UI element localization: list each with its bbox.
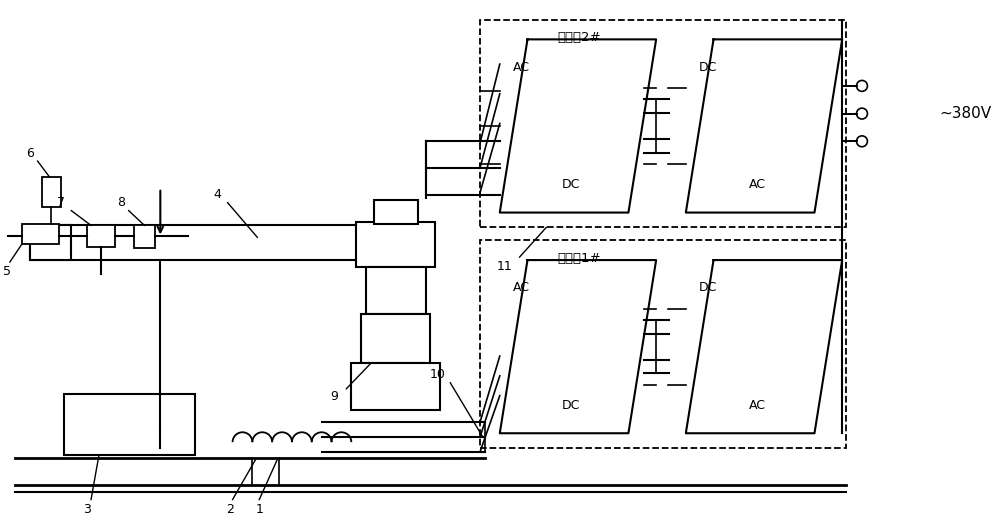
Text: 10: 10 bbox=[429, 368, 445, 381]
FancyBboxPatch shape bbox=[30, 226, 71, 260]
Text: DC: DC bbox=[562, 178, 580, 192]
FancyBboxPatch shape bbox=[64, 394, 195, 455]
Text: 5: 5 bbox=[3, 265, 11, 278]
Text: 7: 7 bbox=[57, 196, 65, 209]
Text: 9: 9 bbox=[331, 390, 338, 403]
FancyBboxPatch shape bbox=[361, 313, 430, 363]
FancyBboxPatch shape bbox=[374, 200, 418, 225]
Text: AC: AC bbox=[749, 178, 766, 192]
FancyBboxPatch shape bbox=[366, 267, 426, 313]
Bar bbox=[480, 20, 846, 227]
Text: 变流器1#: 变流器1# bbox=[557, 252, 601, 264]
Text: 3: 3 bbox=[83, 503, 91, 516]
FancyBboxPatch shape bbox=[30, 226, 426, 260]
Text: 11: 11 bbox=[497, 261, 513, 273]
Text: DC: DC bbox=[562, 399, 580, 412]
Text: 1: 1 bbox=[255, 503, 263, 516]
FancyBboxPatch shape bbox=[351, 363, 440, 411]
Text: 2: 2 bbox=[226, 503, 234, 516]
FancyBboxPatch shape bbox=[42, 177, 61, 206]
Text: 变流器2#: 变流器2# bbox=[557, 31, 601, 44]
Text: AC: AC bbox=[513, 61, 530, 73]
FancyBboxPatch shape bbox=[22, 225, 59, 244]
Text: AC: AC bbox=[513, 281, 530, 294]
Text: DC: DC bbox=[698, 61, 717, 73]
Text: 6: 6 bbox=[26, 147, 34, 160]
Text: DC: DC bbox=[698, 281, 717, 294]
FancyBboxPatch shape bbox=[134, 226, 155, 248]
Text: ~380V: ~380V bbox=[939, 106, 991, 121]
FancyBboxPatch shape bbox=[87, 226, 115, 247]
Text: AC: AC bbox=[749, 399, 766, 412]
Bar bbox=[480, 240, 846, 448]
Text: 4: 4 bbox=[214, 188, 222, 201]
Text: 8: 8 bbox=[117, 196, 125, 209]
FancyBboxPatch shape bbox=[356, 222, 435, 267]
